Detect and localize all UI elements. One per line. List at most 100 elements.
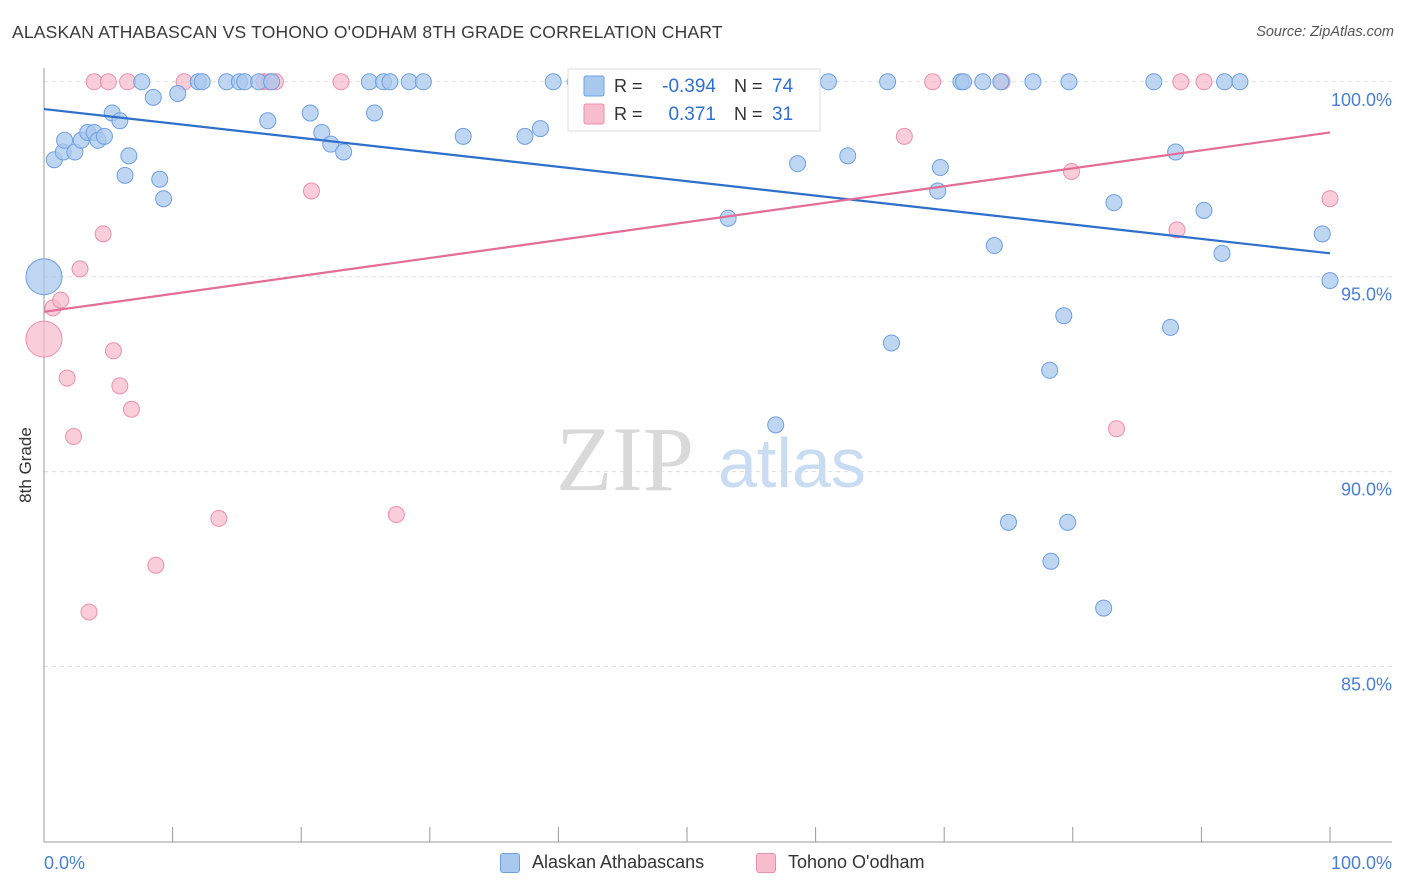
tohono-point — [1063, 162, 1081, 180]
legend-bottom-item-athabascan: Alaskan Athabascans — [500, 852, 704, 873]
legend-bottom-pink-swatch — [756, 852, 776, 873]
tohono-point — [25, 320, 63, 358]
legend-top-n-label-1: N = — [734, 76, 763, 96]
tohono-point — [1168, 221, 1186, 239]
athabascan-point — [360, 73, 378, 91]
legend-bottom-item-tohono: Tohono O'odham — [756, 852, 925, 873]
legend-top-r-label-1: R = — [614, 76, 643, 96]
grid-lines — [44, 81, 1392, 668]
tohono-point — [924, 73, 942, 91]
y-axis-label: 8th Grade — [16, 427, 35, 503]
athabascan-point — [366, 104, 384, 122]
tohono-point — [387, 506, 405, 524]
athabascan-point — [414, 73, 432, 91]
athabascan-point — [839, 147, 857, 165]
tohono-point — [80, 603, 98, 621]
athabascan-point — [819, 73, 837, 91]
tohono-point — [65, 428, 83, 446]
legend-bottom-label-athabascan: Alaskan Athabascans — [532, 852, 705, 872]
athabascan-point — [1231, 73, 1249, 91]
y-tick-label: 100.0% — [1331, 90, 1392, 110]
athabascan-point — [263, 73, 281, 91]
athabascan-point — [169, 84, 187, 102]
tohono-point — [895, 127, 913, 145]
athabascan-point — [544, 73, 562, 91]
athabascan-point — [1095, 599, 1113, 617]
legend-top-box — [567, 68, 821, 132]
athabascan-point — [882, 334, 900, 352]
athabascan-point — [767, 416, 785, 434]
tohono-point — [104, 342, 122, 360]
tohono-point — [99, 73, 117, 91]
athabascan-point — [1024, 73, 1042, 91]
tohono-point — [119, 73, 137, 91]
legend-bottom-blue-swatch — [500, 852, 520, 873]
tohono-point — [58, 369, 76, 387]
athabascan-point — [531, 120, 549, 138]
athabascan-point — [454, 127, 472, 145]
athabascan-point — [931, 159, 949, 177]
athabascan-point — [1060, 73, 1078, 91]
athabascan-point — [1195, 201, 1213, 219]
athabascan-point — [879, 73, 897, 91]
tick-labels: 100.0% 95.0% 90.0% 85.0% 0.0% 100.0% — [44, 90, 1392, 873]
watermark-atlas: atlas — [718, 424, 866, 502]
y-tick-label: 85.0% — [1341, 675, 1392, 695]
athabascan-point — [1216, 73, 1234, 91]
athabascan-point — [1321, 272, 1339, 290]
athabascan-point — [116, 166, 134, 184]
y-tick-label: 90.0% — [1341, 480, 1392, 500]
athabascan-point — [1213, 244, 1231, 262]
athabascan-point — [974, 73, 992, 91]
athabascan-point — [155, 190, 173, 208]
athabascan-point — [25, 258, 63, 296]
athabascan-point — [120, 147, 138, 165]
athabascan-point — [1000, 513, 1017, 531]
athabascan-point — [259, 112, 277, 130]
source-label: Source: ZipAtlas.com — [1256, 24, 1394, 40]
athabascan-point — [1055, 307, 1073, 325]
athabascan-point — [789, 155, 807, 173]
x-tick-label: 100.0% — [1331, 853, 1392, 873]
athabascan-trend-line — [43, 107, 1331, 255]
legend-bottom: Alaskan Athabascans Tohono O'odham — [0, 852, 1406, 876]
tohono-point — [302, 182, 320, 200]
trend-lines — [43, 107, 1331, 313]
athabascan-point — [985, 237, 1003, 255]
y-tick-label: 95.0% — [1341, 285, 1392, 305]
athabascan-point — [516, 127, 534, 145]
athabascan-point — [992, 73, 1010, 91]
watermark-zip: ZIP — [556, 408, 694, 510]
legend-top: R = -0.394 N = 74 R = 0.371 N = 31 — [567, 68, 821, 132]
athabascan-point — [1059, 513, 1077, 531]
athabascan-point — [335, 143, 353, 161]
watermark: ZIP atlas — [556, 408, 866, 510]
tohono-point — [332, 73, 350, 91]
legend-top-r-value-1: -0.394 — [662, 76, 716, 97]
athabascan-point — [1145, 73, 1163, 91]
tohono-point — [94, 225, 112, 243]
legend-bottom-label-tohono: Tohono O'odham — [788, 852, 925, 872]
series-athabascan-points — [25, 73, 1339, 617]
legend-top-n-value-1: 74 — [772, 76, 794, 97]
tohono-point — [85, 73, 103, 91]
tohono-point — [1172, 73, 1190, 91]
tohono-point — [210, 509, 228, 527]
athabascan-point — [1105, 194, 1123, 212]
tohono-point — [1321, 190, 1339, 208]
tohono-point — [111, 377, 129, 395]
tohono-point — [122, 400, 140, 418]
athabascan-point — [144, 88, 162, 106]
athabascan-point — [1162, 318, 1180, 336]
axes — [43, 68, 1392, 843]
athabascan-point — [1041, 361, 1059, 379]
athabascan-point — [133, 73, 151, 91]
legend-top-n-label-2: N = — [734, 104, 763, 124]
tohono-point — [71, 260, 89, 278]
legend-top-pink-swatch — [583, 103, 605, 125]
athabascan-point — [151, 170, 169, 188]
legend-top-r-label-2: R = — [614, 104, 643, 124]
legend-top-n-value-2: 31 — [772, 104, 793, 125]
athabascan-point — [1042, 552, 1060, 570]
